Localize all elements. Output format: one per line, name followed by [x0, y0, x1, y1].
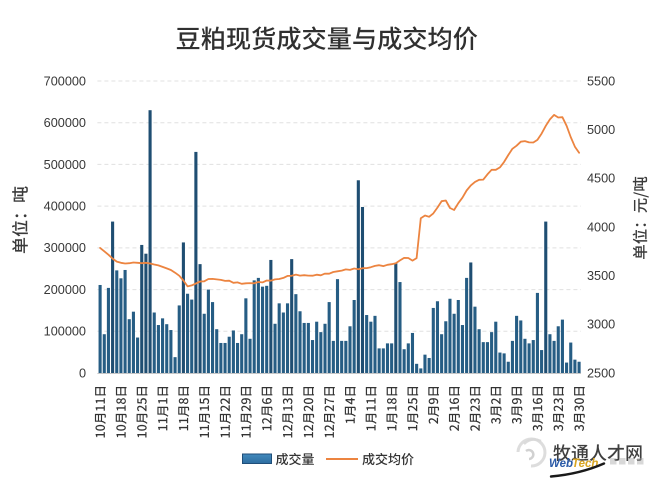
svg-text:500000: 500000 — [44, 158, 86, 172]
svg-text:600000: 600000 — [44, 116, 86, 130]
svg-text:200000: 200000 — [44, 283, 86, 297]
svg-text:5000: 5000 — [587, 123, 615, 137]
svg-text:5500: 5500 — [587, 74, 615, 88]
svg-text:4500: 4500 — [587, 172, 615, 186]
svg-text:4000: 4000 — [587, 220, 615, 234]
svg-text:3000: 3000 — [587, 318, 615, 332]
svg-text:700000: 700000 — [44, 74, 86, 88]
svg-text:3500: 3500 — [587, 269, 615, 283]
svg-text:400000: 400000 — [44, 200, 86, 214]
svg-text:100000: 100000 — [44, 325, 86, 339]
svg-text:Web: Web — [549, 458, 573, 470]
svg-text:0: 0 — [79, 366, 86, 380]
svg-text:300000: 300000 — [44, 241, 86, 255]
svg-text:2500: 2500 — [587, 366, 615, 380]
